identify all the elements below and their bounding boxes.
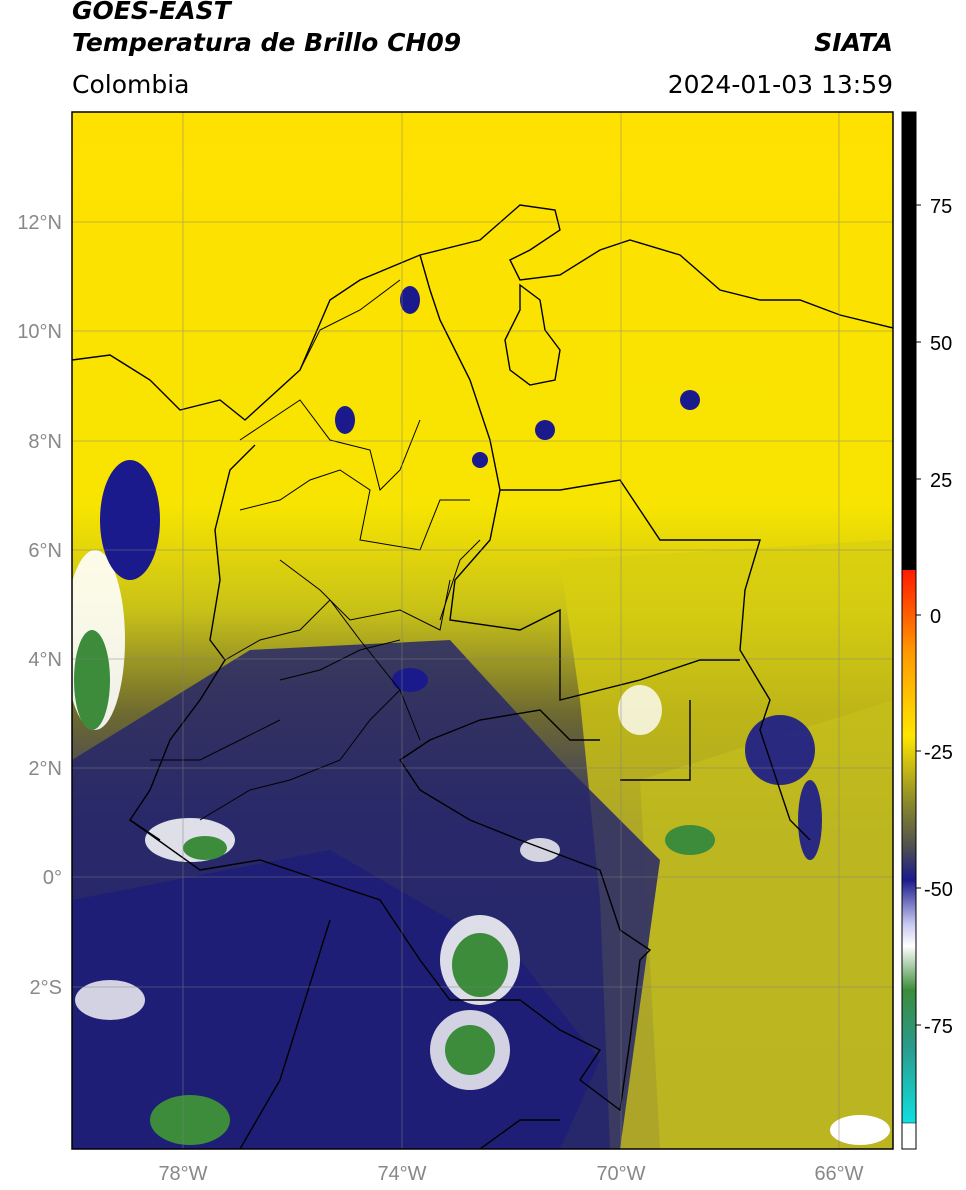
colorbar-tick-label: 0 [930, 606, 941, 628]
colorbar-tick-label: 50 [930, 333, 952, 355]
colorbar-tick-label: 25 [930, 470, 952, 492]
colorbar-black-band [902, 112, 916, 570]
lat-label: 12°N [17, 212, 62, 234]
colorbar-white-band [901, 1122, 917, 1150]
graticule [72, 112, 893, 1149]
map-frame [71, 111, 894, 1150]
lat-label: 4°N [28, 649, 62, 671]
lat-label: 6°N [28, 540, 62, 562]
colorbar-tick-label: -75 [924, 1016, 953, 1038]
lon-label: 66°W [814, 1163, 863, 1185]
longitude-labels: 78°W 74°W 70°W 66°W [158, 1163, 863, 1185]
satellite-imagery [72, 112, 893, 1149]
lat-label: 2°N [28, 758, 62, 780]
lat-label: 2°S [30, 977, 62, 999]
satellite-title: GOES-EAST [72, 0, 231, 25]
lon-label: 74°W [377, 1163, 426, 1185]
lat-label: 0° [43, 867, 62, 889]
latitude-labels: 12°N 10°N 8°N 6°N 4°N 2°N 0° 2°S [17, 212, 62, 999]
lat-label: 8°N [28, 431, 62, 453]
colorbar: 75 50 25 0 -25 -50 -75 [901, 111, 953, 1150]
lon-label: 78°W [158, 1163, 207, 1185]
product-title: Temperatura de Brillo CH09 [72, 28, 462, 57]
colorbar-gradient [902, 570, 916, 1123]
colorbar-tick-label: -50 [924, 879, 953, 901]
lat-label: 10°N [17, 321, 62, 343]
colorbar-tick-label: 75 [930, 196, 952, 218]
region-label: Colombia [72, 70, 190, 99]
colorbar-tick-label: -25 [924, 742, 953, 764]
timestamp-label: 2024-01-03 13:59 [667, 70, 893, 99]
lon-label: 70°W [596, 1163, 645, 1185]
organization-label: SIATA [814, 28, 893, 57]
